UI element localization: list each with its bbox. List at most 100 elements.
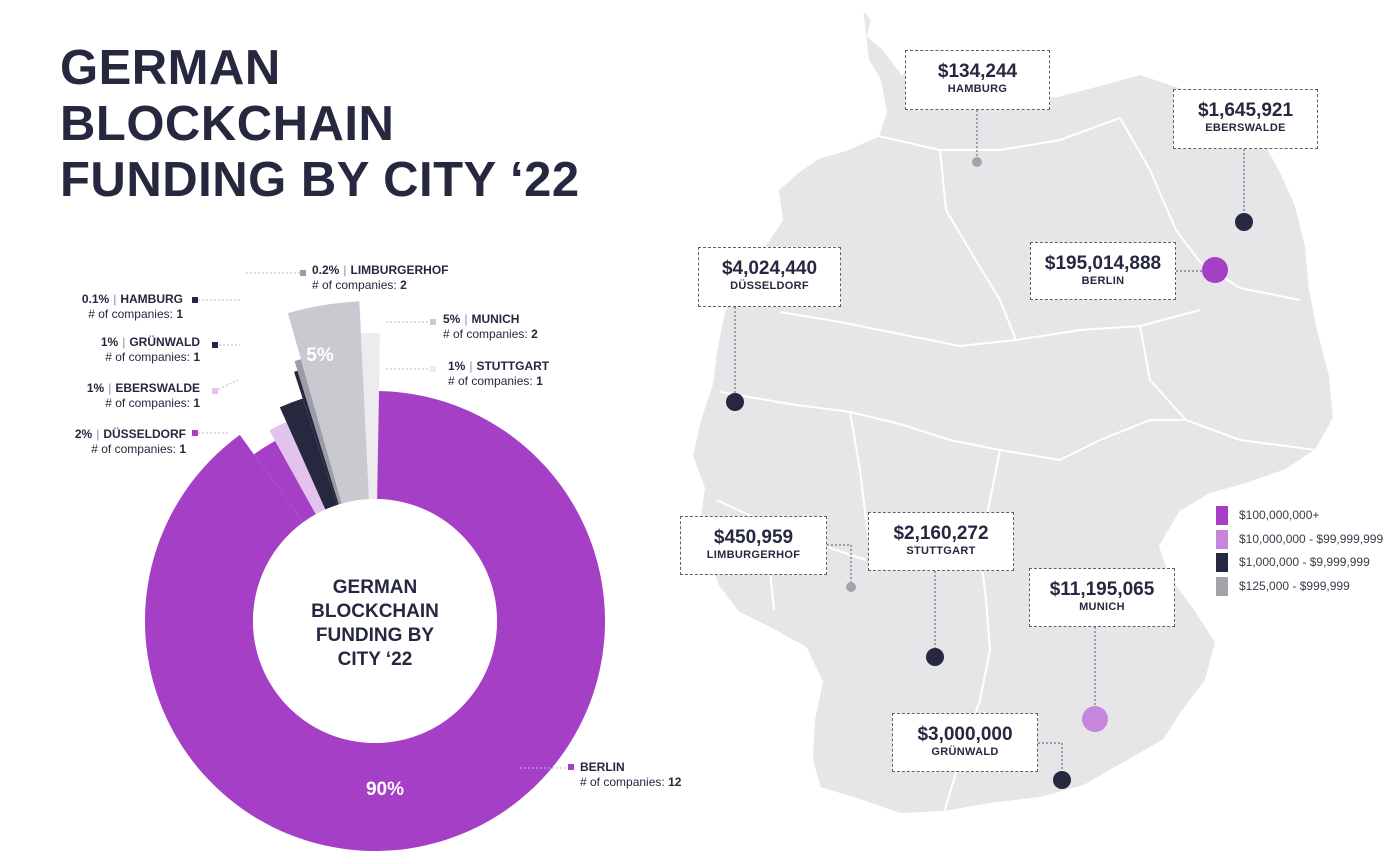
callout-eberswalde-count-label: # of companies: — [105, 396, 190, 410]
callout-stuttgart-count-label: # of companies: — [448, 374, 533, 388]
map-connector-grnwald — [1038, 742, 1063, 771]
map-amount-stuttgart: $2,160,272 — [893, 523, 989, 544]
donut-slices — [144, 301, 605, 851]
map-name-eberswalde: EBERSWALDE — [1205, 122, 1286, 134]
callout-eberswalde: 1% | EBERSWALDE # of companies: 1 — [86, 381, 200, 410]
donut-slice-berlin — [144, 391, 605, 851]
map-dot-stuttgart — [926, 648, 944, 666]
callout-leader-line — [214, 379, 239, 392]
callout-hamburg-count-label: # of companies: — [88, 307, 173, 321]
munich-percent-label: 5% — [306, 345, 334, 366]
callout-berlin: BERLIN # of companies: 12 — [580, 760, 681, 790]
callout-eberswalde-pct: 1% — [86, 381, 105, 395]
map-amount-limburgerhof: $450,959 — [713, 527, 794, 548]
callout-berlin-count: 12 — [668, 775, 682, 789]
callout-munich-city: MUNICH — [471, 312, 520, 326]
callout-hamburg: 0.1% | HAMBURG # of companies: 1 — [81, 292, 183, 321]
map-box-grunwald: $3,000,000 GRÜNWALD — [892, 713, 1038, 772]
map-box-eberswalde: $1,645,921 EBERSWALDE — [1173, 89, 1318, 149]
center-line-1: GERMAN — [332, 577, 418, 598]
donut-slice-hamburg — [294, 370, 339, 505]
map-name-dusseldorf: DÜSSELDORF — [730, 280, 809, 292]
page-title: GERMAN BLOCKCHAIN FUNDING BY CITY ‘22 — [60, 40, 580, 208]
callout-grunwald: 1% | GRÜNWALD # of companies: 1 — [100, 335, 200, 364]
center-line-2: BLOCKCHAIN — [311, 601, 439, 622]
callout-limburgerhof: 0.2% | LIMBURGERHOF # of companies: 2 — [312, 263, 449, 292]
callout-dusseldorf-city: DÜSSELDORF — [103, 427, 186, 441]
callout-grunwald-count: 1 — [193, 350, 200, 364]
donut-slice-eberswalde — [269, 421, 326, 515]
title-line-1: GERMAN — [60, 41, 281, 95]
donut-slice-stuttgart — [360, 333, 381, 500]
legend-swatch — [1216, 576, 1228, 596]
callout-stuttgart-marker — [430, 366, 436, 372]
center-line-4: CITY ‘22 — [337, 649, 413, 670]
callout-grunwald-marker — [212, 342, 218, 348]
legend-swatch — [1216, 529, 1228, 549]
map-amount-eberswalde: $1,645,921 — [1197, 100, 1294, 121]
legend-label: $10,000,000 - $99,999,999 — [1239, 531, 1384, 546]
map-name-stuttgart: STUTTGART — [906, 545, 976, 557]
callout-grunwald-city: GRÜNWALD — [129, 335, 200, 349]
map-name-limburgerhof: LIMBURGERHOF — [706, 549, 801, 561]
legend-swatch — [1216, 506, 1228, 525]
callout-limburgerhof-city: LIMBURGERHOF — [350, 263, 449, 277]
title-line-2: BLOCKCHAIN — [60, 97, 395, 151]
map-dot-limburgerhof — [846, 582, 856, 592]
callout-limburgerhof-pct: 0.2% — [312, 263, 340, 277]
callout-dusseldorf-marker — [192, 430, 198, 436]
map-dot-dsseldorf — [726, 393, 744, 411]
callout-berlin-marker — [568, 764, 574, 770]
callout-eberswalde-count: 1 — [193, 396, 200, 410]
callout-hamburg-marker — [192, 297, 198, 303]
callout-grunwald-pct: 1% — [100, 335, 119, 349]
map-dot-eberswalde — [1235, 213, 1253, 231]
callout-limburgerhof-marker — [300, 270, 306, 276]
map-box-hamburg: $134,244 HAMBURG — [905, 50, 1050, 110]
map-amount-berlin: $195,014,888 — [1044, 253, 1162, 274]
donut-slice-grnwald — [279, 398, 338, 510]
donut-hole — [253, 499, 497, 743]
legend-swatch — [1216, 553, 1228, 572]
map-dot-grnwald — [1053, 771, 1071, 789]
map-name-hamburg: HAMBURG — [947, 83, 1008, 95]
donut-slice-dsseldorf — [253, 440, 316, 523]
callout-limburgerhof-count: 2 — [400, 278, 407, 292]
legend-label: $1,000,000 - $9,999,999 — [1239, 555, 1370, 569]
callout-munich-pct: 5% — [443, 312, 461, 326]
callout-munich-count: 2 — [531, 327, 538, 341]
callout-berlin-count-label: # of companies: — [580, 775, 665, 789]
callout-hamburg-city: HAMBURG — [120, 292, 183, 306]
callout-limburgerhof-count-label: # of companies: — [312, 278, 397, 292]
map-amount-dusseldorf: $4,024,440 — [721, 258, 818, 279]
berlin-percent-label: 90% — [365, 779, 405, 800]
title-line-3: FUNDING BY CITY ‘22 — [60, 153, 580, 207]
map-name-berlin: BERLIN — [1081, 275, 1125, 287]
donut-slice-munich — [287, 301, 370, 504]
callout-hamburg-count: 1 — [176, 307, 183, 321]
callout-grunwald-count-label: # of companies: — [105, 350, 190, 364]
callout-dusseldorf: 2% | DÜSSELDORF # of companies: 1 — [74, 427, 186, 456]
map-dot-hamburg — [972, 157, 982, 167]
map-dot-berlin — [1202, 257, 1228, 283]
legend-label: $125,000 - $999,999 — [1239, 578, 1350, 593]
callout-stuttgart-count: 1 — [536, 374, 543, 388]
callout-stuttgart-pct: 1% — [448, 359, 466, 373]
map-box-munich: $11,195,065 MUNICH — [1029, 568, 1175, 627]
map-box-dusseldorf: $4,024,440 DÜSSELDORF — [698, 247, 841, 307]
callout-hamburg-pct: 0.1% — [81, 292, 110, 306]
callout-berlin-city: BERLIN — [580, 760, 625, 774]
legend-label: $100,000,000+ — [1239, 508, 1320, 522]
callout-dusseldorf-pct: 2% — [74, 427, 93, 441]
map-box-berlin: $195,014,888 BERLIN — [1030, 242, 1176, 300]
donut-center-label: GERMAN BLOCKCHAIN FUNDING BY CITY ‘22 — [255, 576, 495, 672]
callout-dusseldorf-count: 1 — [179, 442, 186, 456]
map-amount-hamburg: $134,244 — [937, 61, 1018, 82]
callout-munich: 5% | MUNICH # of companies: 2 — [443, 312, 538, 341]
callout-eberswalde-marker — [212, 388, 218, 394]
callout-munich-marker — [430, 319, 436, 325]
center-line-3: FUNDING BY — [315, 625, 435, 646]
map-name-munich: MUNICH — [1079, 601, 1125, 613]
donut-slice-limburgerhof — [294, 359, 342, 505]
callout-eberswalde-city: EBERSWALDE — [115, 381, 200, 395]
